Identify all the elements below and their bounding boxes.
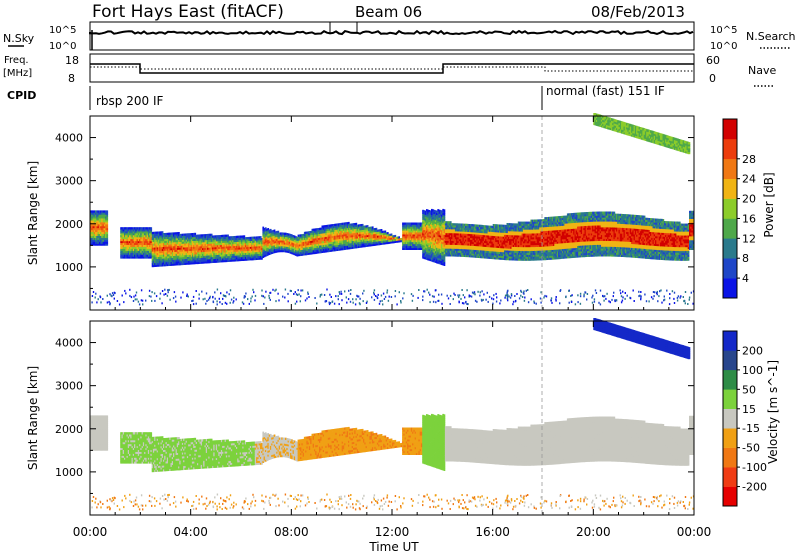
nsky-line xyxy=(90,31,693,34)
freq-trace xyxy=(90,64,694,73)
nsky-tick-top: 10^5 xyxy=(49,25,76,36)
nsky-panel: N.Sky 10^5 10^0 10^5 10^0 N.Search xyxy=(3,22,796,52)
freq-panel: Freq. [MHz] 18 8 60 0 Nave xyxy=(3,54,776,86)
nsearch-label: N.Search xyxy=(746,30,796,43)
power-cell xyxy=(106,210,108,212)
power-cell xyxy=(106,212,108,214)
nsearch-tick-top: 10^5 xyxy=(710,25,737,36)
power-cell xyxy=(150,229,152,231)
nsky-trace xyxy=(90,22,693,50)
power-cell xyxy=(106,228,108,230)
power-cell xyxy=(444,260,446,262)
power-cell xyxy=(106,232,108,234)
nave-tick-top: 60 xyxy=(706,54,720,67)
power-cell xyxy=(444,211,446,213)
cpid-label: CPID xyxy=(7,89,36,102)
cpid-row: CPID rbsp 200 IF normal (fast) 151 IF xyxy=(7,84,665,110)
power-cell xyxy=(106,242,108,244)
power-heatmap xyxy=(90,113,694,306)
date-label: 08/Feb/2013 xyxy=(591,3,685,21)
chart-title: Fort Hays East (fitACF) xyxy=(92,2,284,22)
nave-label: Nave xyxy=(748,64,776,77)
nave-tick-bottom: 0 xyxy=(709,72,716,85)
power-cell xyxy=(106,238,108,240)
nave-trace xyxy=(90,67,694,71)
freq-label: Freq. xyxy=(4,55,29,66)
nsky-label: N.Sky xyxy=(3,32,35,45)
power-cell xyxy=(444,264,446,266)
power-cell xyxy=(150,227,152,229)
nsky-tick-bottom: 10^0 xyxy=(49,41,76,52)
power-cell xyxy=(444,215,446,217)
freq-tick-top: 18 xyxy=(65,54,79,67)
power-cell xyxy=(106,222,108,224)
freq-unit-label: [MHz] xyxy=(3,68,32,79)
cpid-segment-1: rbsp 200 IF xyxy=(96,94,163,108)
power-cell xyxy=(444,209,446,211)
power-cell xyxy=(450,221,452,223)
cpid-segment-2: normal (fast) 151 IF xyxy=(546,84,665,98)
freq-tick-bottom: 8 xyxy=(68,72,75,85)
nsearch-tick-bottom: 10^0 xyxy=(710,41,737,52)
beam-label: Beam 06 xyxy=(355,3,422,21)
power-cell xyxy=(106,218,108,220)
